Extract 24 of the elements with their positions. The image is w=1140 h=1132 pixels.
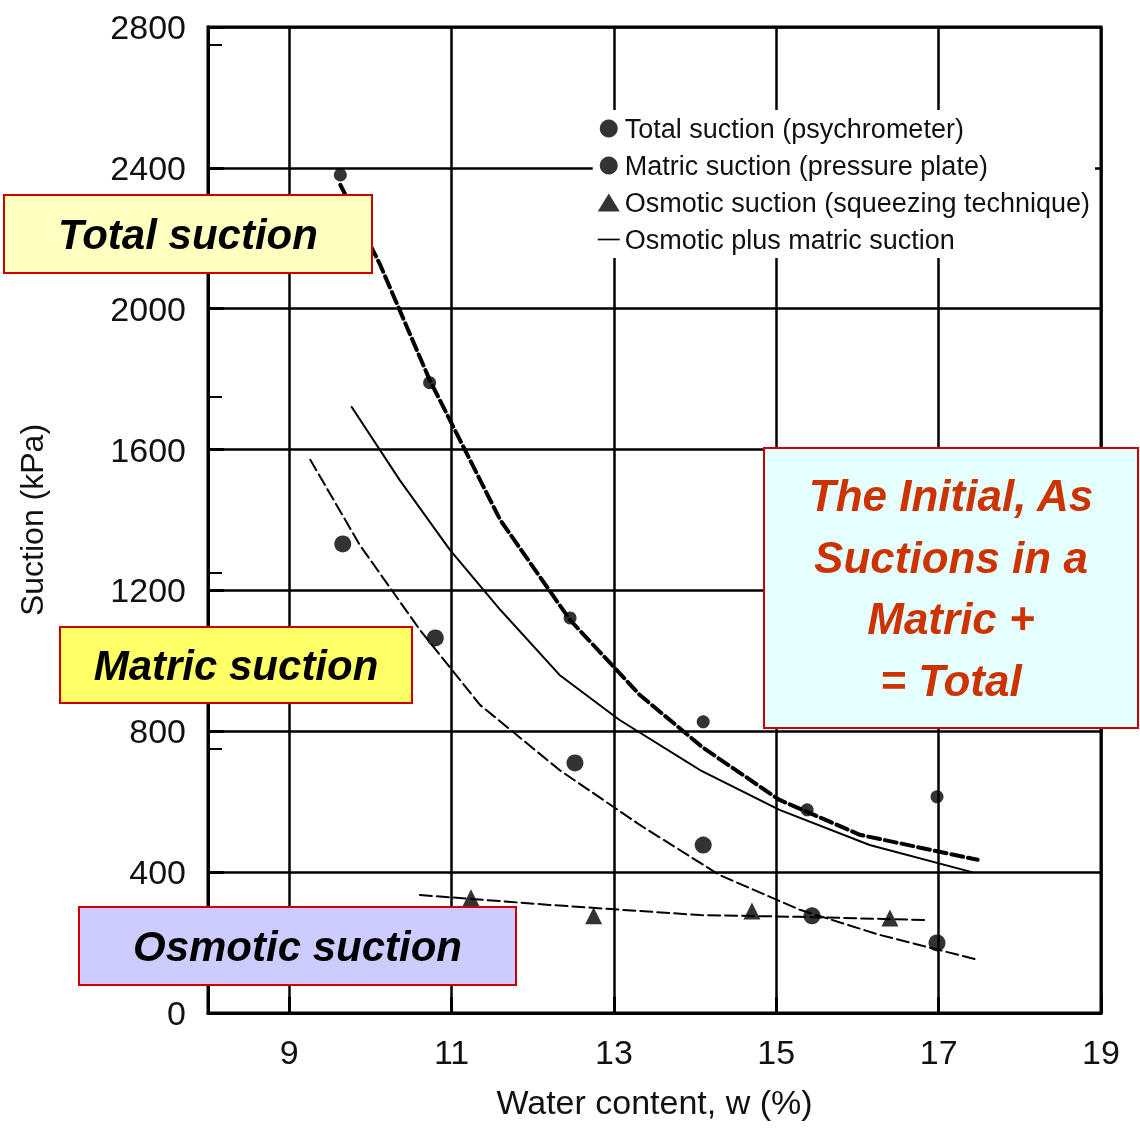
- y-tick-label: 2800: [110, 8, 186, 46]
- y-axis-title: Suction (kPa): [14, 423, 50, 617]
- legend-label: Osmotic suction (squeezing technique): [624, 187, 1091, 218]
- annotation: Matric suction: [93, 641, 379, 689]
- x-tick-label: 9: [279, 1033, 299, 1071]
- y-tick-label: 0: [167, 994, 186, 1032]
- y-tick-label: 800: [129, 712, 186, 751]
- y-tick-label: 1200: [110, 571, 186, 610]
- y-tick-label: 1600: [110, 430, 186, 469]
- y-tick-label: 400: [129, 853, 186, 892]
- annotation: Osmotic suction: [132, 922, 463, 970]
- annotation: The Initial, As Suctions in a Matric + = Total: [808, 471, 1094, 705]
- legend-label: Matric suction (pressure plate): [624, 150, 988, 181]
- x-axis-title: Water content, w (%): [496, 1083, 813, 1121]
- y-tick-label: 2000: [110, 289, 186, 328]
- x-tick-label: 15: [757, 1033, 796, 1071]
- annotation: Total suction: [58, 210, 318, 258]
- x-tick-label: 13: [595, 1033, 633, 1071]
- legend-label: Osmotic plus matric suction: [624, 224, 955, 255]
- x-tick-label: 17: [919, 1033, 958, 1071]
- x-tick-label: 19: [1082, 1033, 1120, 1071]
- legend-label: Total suction (psychrometer): [624, 113, 964, 144]
- x-tick-label: 11: [433, 1033, 470, 1071]
- y-tick-label: 2400: [110, 148, 186, 187]
